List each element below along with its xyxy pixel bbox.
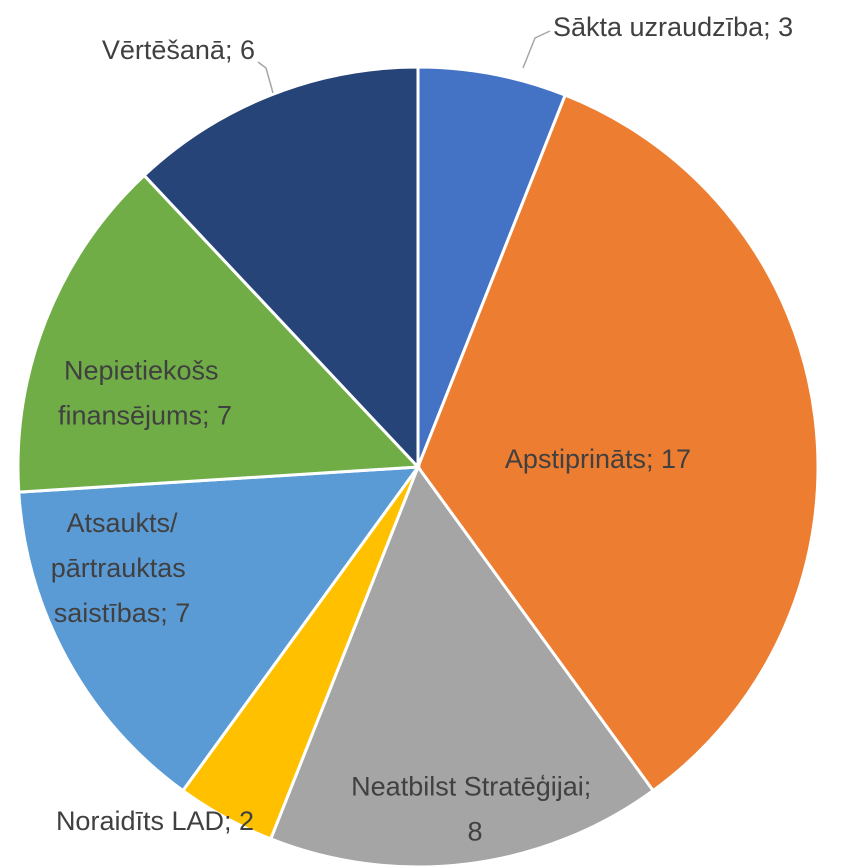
label-line: Nepietiekošs: [64, 356, 226, 386]
label-separator: ;: [763, 12, 778, 42]
label-category: Atsaukts/pārtrauktas saistības: [51, 508, 194, 628]
label-value: 6: [240, 35, 255, 65]
label-line: Atsaukts/: [66, 508, 178, 538]
label-category: Noraidīts LAD: [56, 806, 224, 836]
pie-slice: [268, 463, 656, 866]
label-separator: ;: [584, 772, 599, 802]
label-value: 2: [239, 806, 254, 836]
label-category: Neatbilst Stratēģijai: [351, 772, 584, 802]
data-label: Sākta uzraudzība; 3: [553, 12, 793, 42]
label-value: 3: [778, 12, 793, 42]
label-value: 8: [467, 817, 482, 847]
data-label: Apstiprināts; 17: [505, 444, 691, 474]
pie-slice: [416, 65, 568, 468]
label-category: Apstiprināts: [505, 444, 646, 474]
label-separator: ;: [225, 35, 240, 65]
label-value: 7: [175, 598, 190, 628]
data-label: Neatbilst Stratēģijai; 8: [351, 772, 599, 847]
label-category: Sākta uzraudzība: [553, 12, 764, 42]
label-separator: ;: [202, 401, 217, 431]
label-line: Apstiprināts: [505, 444, 646, 474]
label-line: Neatbilst Stratēģijai: [351, 772, 584, 802]
data-label: Atsaukts/pārtrauktas saistības; 7: [51, 508, 194, 628]
pie-slice: [416, 93, 820, 793]
label-line: pārtrauktas: [51, 553, 194, 583]
pie-slice: [17, 465, 422, 793]
pie-slice: [142, 65, 420, 471]
data-label: Nepietiekošs finansējums; 7: [58, 356, 232, 431]
label-line: Noraidīts LAD: [56, 806, 224, 836]
pie-slice: [16, 173, 422, 494]
label-category: Nepietiekošs finansējums: [58, 356, 226, 431]
data-label: Vērtēšanā; 6: [102, 35, 255, 65]
label-value: 17: [661, 444, 691, 474]
label-line: Sākta uzraudzība: [553, 12, 764, 42]
label-separator: ;: [646, 444, 661, 474]
label-line: Vērtēšanā: [102, 35, 226, 65]
label-line: finansējums: [58, 401, 202, 431]
label-category: Vērtēšanā: [102, 35, 226, 65]
label-separator: ;: [224, 806, 239, 836]
label-line: saistības: [54, 598, 161, 628]
label-value: 7: [217, 401, 232, 431]
leader-line: [522, 30, 551, 69]
label-separator: ;: [160, 598, 175, 628]
leader-line: [257, 61, 274, 94]
data-label: Noraidīts LAD; 2: [56, 806, 254, 836]
